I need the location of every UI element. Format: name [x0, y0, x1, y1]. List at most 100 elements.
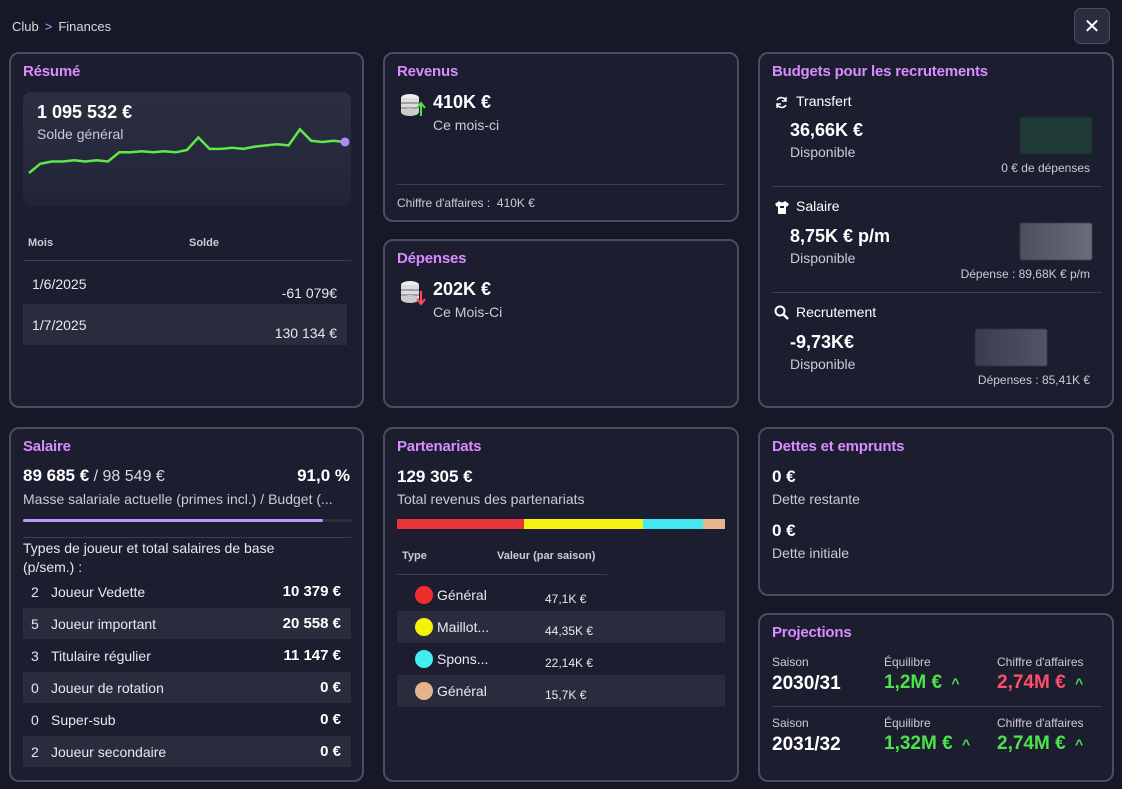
table-row: Maillot... 44,35K € [397, 611, 725, 643]
partner-type: Général [437, 683, 487, 699]
partners-stacked-bar [397, 519, 725, 529]
season-value: 2030/31 [772, 673, 841, 694]
player-count: 0 [31, 711, 39, 728]
close-button[interactable]: ✕ [1074, 8, 1110, 44]
partner-bar-segment [643, 519, 703, 529]
dettes-card: Dettes et emprunts 0 € Dette restante 0 … [758, 427, 1114, 596]
color-dot [415, 650, 433, 668]
revenus-card: Revenus 410K € Ce mois-ci Chiffre d'affa… [383, 52, 739, 222]
partners-total: 129 305 € [397, 467, 473, 486]
depenses-amount: 202K € [433, 279, 492, 299]
budget-transfer-status: Disponible [790, 144, 856, 160]
depenses-card: Dépenses 202K € Ce Mois-Ci [383, 239, 739, 408]
salary-caption: Masse salariale actuelle (primes incl.) … [23, 491, 333, 507]
player-salary: 0 € [320, 743, 341, 760]
salary-budget: / 98 549 € [89, 468, 165, 485]
player-type: Joueur de rotation [51, 679, 164, 696]
budgets-title: Budgets pour les recrutements [772, 63, 988, 80]
turnover-value: 2,74M € [997, 733, 1066, 754]
salary-current: 89 685 € [23, 466, 90, 485]
turnover-label: Chiffre d'affaires [997, 716, 1084, 730]
coins-up-icon [401, 94, 426, 116]
salary-percent: 91,0 % [297, 466, 350, 485]
chevron-up-icon: ^ [951, 675, 960, 691]
player-count: 0 [31, 679, 39, 696]
balance-line-chart [28, 127, 350, 174]
budget-transfer-note: 0 € de dépenses [1001, 161, 1090, 175]
turnover-value: 410K € [496, 196, 535, 210]
balance-line [28, 127, 346, 174]
budget-salary-name: Salaire [796, 198, 840, 214]
table-row: Général 15,7K € [397, 675, 725, 707]
budget-transfer-name: Transfert [796, 93, 852, 109]
budget-salary-amount: 8,75K € p/m [790, 226, 891, 246]
list-item: 3 Titulaire régulier 11 147 € [23, 640, 351, 671]
partner-value: 44,35K € [545, 624, 594, 638]
player-type: Titulaire régulier [51, 647, 151, 664]
debt-remaining: 0 € [772, 467, 796, 486]
partenariats-title: Partenariats [397, 438, 482, 455]
budget-recruit-graph [975, 329, 1047, 366]
budget-salary-note: Dépense : 89,68K € p/m [960, 267, 1090, 281]
col-type-header: Type [402, 550, 427, 562]
balance-label: Solde général [37, 126, 124, 142]
player-salary: 0 € [320, 711, 341, 728]
balance-end-dot [340, 137, 350, 147]
col-month-header: Mois [28, 237, 54, 249]
player-count: 5 [31, 615, 39, 632]
chevron-up-icon: ^ [961, 736, 971, 752]
player-salary: 10 379 € [282, 583, 341, 600]
budget-transfer-graph [1020, 117, 1092, 154]
equilibre-label: Équilibre [884, 716, 931, 730]
list-item: 2 Joueur Vedette 10 379 € [23, 576, 351, 607]
player-salary: 20 558 € [282, 615, 341, 632]
season-label: Saison [772, 655, 809, 669]
player-types-title: Types de joueur et total salaires de bas… [23, 540, 275, 575]
depenses-period: Ce Mois-Ci [433, 304, 503, 320]
breadcrumb-club[interactable]: Club [12, 19, 39, 34]
salaire-title: Salaire [23, 438, 71, 455]
projections-title: Projections [772, 624, 852, 641]
chevron-up-icon: ^ [1074, 675, 1084, 691]
equilibre-value: 1,2M € [884, 672, 943, 693]
player-count: 3 [31, 647, 39, 664]
salary-progress-track [23, 519, 353, 522]
partner-bar-segment [702, 519, 725, 529]
equilibre-value-wrap: 1,32M € ^ [884, 733, 970, 755]
close-icon: ✕ [1083, 15, 1101, 38]
player-type: Joueur secondaire [51, 743, 167, 760]
row-balance: -61 079€ [281, 285, 337, 301]
color-dot [415, 682, 433, 700]
player-count: 2 [31, 743, 39, 760]
magnifier-icon [774, 305, 789, 320]
budget-salary-graph [1020, 223, 1092, 260]
resume-card: Résumé 1 095 532 € Solde général Mois So… [9, 52, 364, 408]
chevron-right-icon: > [44, 19, 53, 34]
turnover-label: Chiffre d'affaires : [397, 196, 491, 210]
table-row: Général 47,1K € [397, 579, 725, 611]
color-dot [415, 618, 433, 636]
budget-salary-status: Disponible [790, 250, 856, 266]
breadcrumb-finances: Finances [58, 19, 112, 34]
turnover-value: 2,74M € [997, 672, 1066, 693]
budget-recruit-amount: -9,73K€ [790, 332, 855, 352]
row-month: 1/7/2025 [32, 317, 87, 333]
turnover-value-wrap: 2,74M € ^ [997, 672, 1083, 694]
chevron-up-icon: ^ [1074, 736, 1084, 752]
projections-card: Projections Saison 2030/31 Équilibre 1,2… [758, 613, 1114, 782]
col-balance-header: Solde [189, 237, 219, 249]
partner-value: 47,1K € [545, 592, 587, 606]
debt-initial-label: Dette initiale [772, 545, 850, 561]
budget-transfer-amount: 36,66K € [790, 120, 864, 140]
equilibre-value: 1,32M € [884, 733, 953, 754]
row-balance: 130 134 € [274, 325, 337, 341]
list-item: 0 Super-sub 0 € [23, 704, 351, 735]
color-dot [415, 586, 433, 604]
player-type: Joueur Vedette [51, 583, 146, 600]
budget-recruit-status: Disponible [790, 356, 856, 372]
balance-chart-panel: 1 095 532 € Solde général [23, 92, 351, 206]
table-row: 1/6/2025 -61 079€ [23, 262, 351, 304]
resume-title: Résumé [23, 63, 81, 80]
dettes-title: Dettes et emprunts [772, 438, 905, 455]
turnover-value-wrap: 2,74M € ^ [997, 733, 1083, 755]
